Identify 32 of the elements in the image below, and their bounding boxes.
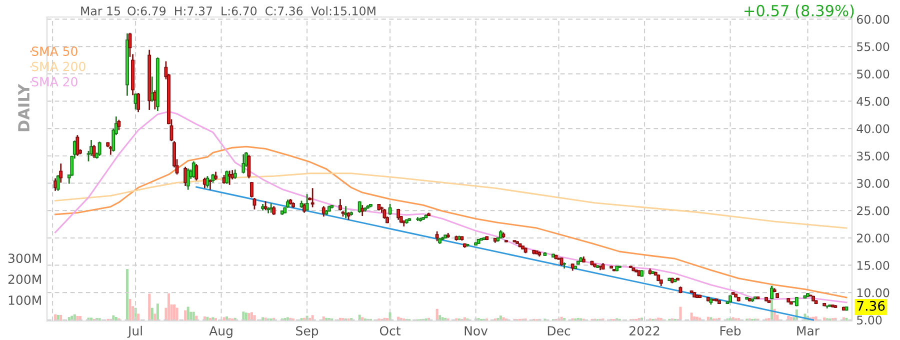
annotation: +0.57 (8.39%): [744, 4, 854, 18]
y-tick-label: 30.00: [857, 178, 890, 188]
x-tick-label: Feb: [720, 326, 741, 336]
text: O:6.79 H:7.37 L:6.70 C:7.36 Vol:15.10M: [128, 6, 376, 16]
y-tick-label: 5.00: [857, 316, 882, 325]
y-tick-label: 15.00: [857, 260, 890, 270]
x-tick-label: Jul: [127, 326, 142, 338]
y-tick-label: 10.00: [857, 288, 890, 298]
x-tick-label: Sep: [296, 326, 318, 338]
y2-tick-label: 300M: [8, 254, 41, 264]
legend-label: SMA 50: [32, 46, 78, 56]
y-tick-label: 40.00: [856, 124, 890, 134]
y-tick-label: 55.00: [857, 42, 890, 52]
x-tick-label: Nov: [464, 326, 488, 336]
y2-axis-title: DAILY: [18, 84, 30, 132]
x-tick-label: Oct: [380, 326, 401, 336]
y-tick-label: 45.00: [856, 96, 890, 106]
legend-label: SMA 200: [32, 62, 86, 72]
y2-tick-label: 100M: [8, 296, 41, 305]
y-tick-label: 20.00: [857, 234, 890, 243]
x-tick-label: Mar: [797, 326, 820, 336]
y-tick-label: 60.00: [856, 14, 890, 24]
legend-label: SMA 20: [32, 76, 78, 86]
y-tick-label: 50.00: [857, 70, 890, 79]
y-tick-label: 35.00: [857, 152, 890, 161]
x-tick-label: Aug: [209, 326, 232, 338]
y-tick-label: 25.00: [857, 206, 890, 216]
y2-tick-label: 200M: [8, 274, 41, 284]
x-tick-label: Dec: [548, 326, 570, 336]
text: Mar 15: [81, 6, 120, 16]
annotation: 7.36: [857, 300, 885, 311]
x-tick-label: 2022: [630, 326, 660, 336]
